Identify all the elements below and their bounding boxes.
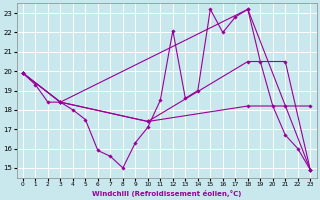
X-axis label: Windchill (Refroidissement éolien,°C): Windchill (Refroidissement éolien,°C): [92, 190, 241, 197]
